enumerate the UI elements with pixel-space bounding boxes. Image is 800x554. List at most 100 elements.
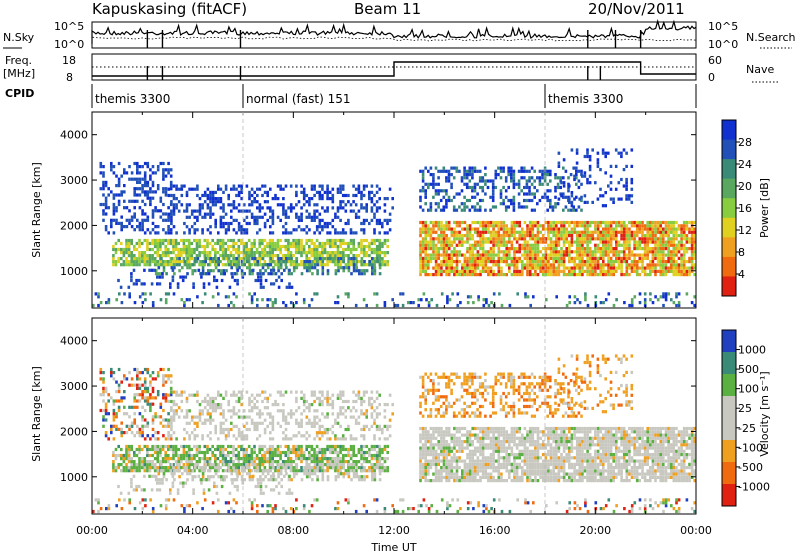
power-cell — [429, 202, 433, 206]
power-cell — [510, 243, 514, 247]
velocity-cell — [169, 437, 173, 441]
power-cell — [256, 218, 259, 222]
power-cell — [141, 190, 144, 194]
power-cell — [368, 197, 371, 201]
power-cell — [526, 234, 529, 238]
power-cell — [510, 234, 514, 238]
velocity-cell — [224, 447, 227, 452]
power-cell — [466, 224, 469, 228]
power-cell — [417, 298, 420, 302]
power-cell — [497, 256, 501, 260]
power-cell — [476, 169, 479, 173]
power-cell — [580, 182, 583, 186]
power-cell — [305, 260, 309, 264]
colorbar-swatch-6 — [722, 237, 736, 258]
velocity-cell — [146, 463, 149, 467]
power-cell — [146, 260, 149, 264]
power-cell — [586, 263, 589, 267]
power-cell — [222, 269, 226, 273]
velocity-cell — [143, 457, 147, 461]
power-cell — [237, 228, 241, 232]
power-cell — [378, 260, 382, 264]
velocity-cell — [336, 469, 340, 473]
power-cell — [538, 182, 542, 186]
power-cell — [136, 187, 139, 191]
power-cell — [247, 257, 251, 261]
colorbar-swatch-0 — [722, 120, 736, 141]
power-cell — [541, 195, 544, 199]
velocity-cell — [107, 393, 110, 397]
power-cell — [502, 220, 506, 225]
power-cell — [515, 266, 519, 270]
power-cell — [596, 158, 600, 162]
power-cell — [497, 220, 501, 225]
velocity-cell — [360, 450, 363, 455]
power-cell — [588, 181, 592, 185]
power-cell — [237, 251, 241, 255]
power-cell — [609, 256, 613, 260]
power-cell — [378, 263, 382, 267]
power-cell — [297, 218, 301, 222]
power-cell — [206, 187, 210, 191]
velocity-cell — [216, 457, 220, 461]
velocity-cell — [136, 424, 139, 428]
power-cell — [489, 224, 493, 228]
power-cell — [460, 202, 464, 206]
power-cell — [170, 184, 173, 188]
velocity-cell — [156, 469, 160, 473]
velocity-cell — [337, 463, 340, 467]
power-cell — [154, 171, 157, 175]
power-cell — [552, 266, 555, 270]
power-cell — [677, 292, 681, 296]
velocity-cell — [160, 463, 163, 467]
power-cell — [247, 251, 251, 255]
power-cell — [630, 230, 634, 234]
power-cell — [323, 263, 327, 267]
power-cell — [308, 269, 312, 273]
power-cell — [471, 273, 474, 277]
power-cell — [609, 250, 613, 254]
power-cell — [321, 241, 324, 246]
power-cell — [588, 230, 592, 234]
power-cell — [545, 298, 548, 302]
power-cell — [682, 234, 686, 238]
power-cell — [547, 227, 550, 231]
power-cell — [164, 301, 168, 305]
power-cell — [373, 263, 376, 267]
power-cell — [468, 266, 472, 270]
power-cell — [536, 237, 540, 241]
power-cell — [612, 197, 615, 201]
power-cell — [122, 263, 126, 267]
velocity-cell — [156, 450, 160, 455]
power-cell — [667, 256, 670, 260]
power-cell — [685, 234, 689, 238]
power-cell — [164, 231, 168, 235]
power-cell — [575, 224, 579, 228]
velocity-cell — [117, 383, 121, 387]
power-cell — [643, 227, 647, 231]
velocity-cell — [180, 453, 183, 458]
power-cell — [128, 209, 131, 213]
power-cell — [130, 263, 133, 267]
velocity-cell — [362, 457, 366, 461]
power-cell — [349, 247, 353, 252]
power-cell — [570, 220, 574, 225]
power-cell — [419, 230, 422, 234]
power-cell — [352, 241, 355, 246]
power-cell — [227, 225, 230, 229]
power-cell — [633, 247, 636, 251]
power-cell — [172, 241, 175, 246]
power-cell — [588, 269, 592, 273]
velocity-cell — [167, 412, 170, 416]
velocity-cell — [250, 460, 254, 464]
power-cell — [326, 206, 329, 210]
power-cell — [253, 260, 256, 264]
power-cell — [643, 237, 647, 241]
power-cell — [136, 161, 139, 166]
velocity-cell — [247, 444, 251, 449]
power-cell — [468, 237, 472, 241]
power-cell — [581, 266, 584, 270]
power-cell — [560, 253, 563, 257]
power-cell — [378, 266, 382, 270]
velocity-cell — [172, 457, 175, 461]
